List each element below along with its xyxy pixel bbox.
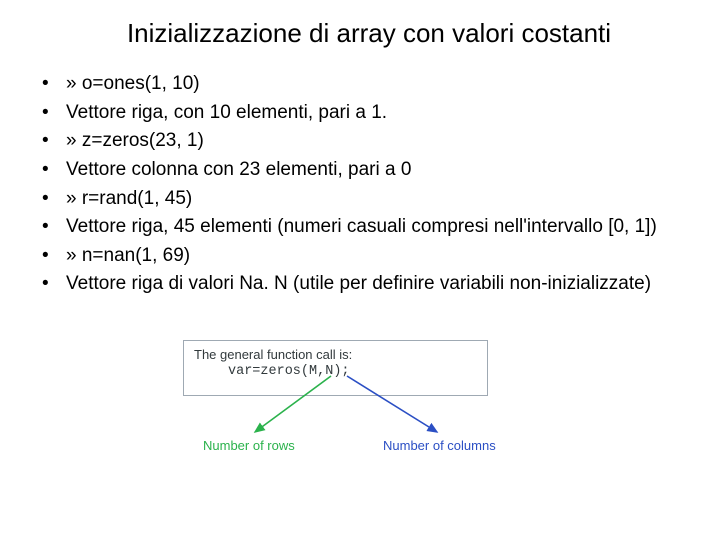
list-item: Vettore colonna con 23 elementi, pari a … <box>42 157 692 183</box>
label-cols: Number of columns <box>383 438 496 453</box>
list-item: Vettore riga di valori Na. N (utile per … <box>42 271 692 297</box>
list-item: Vettore riga, con 10 elementi, pari a 1. <box>42 100 692 126</box>
arrow-cols <box>347 376 437 432</box>
slide-title: Inizializzazione di array con valori cos… <box>46 18 692 49</box>
list-item: » o=ones(1, 10) <box>42 71 692 97</box>
function-call-diagram: The general function call is: var=zeros(… <box>183 340 543 490</box>
list-item: Vettore riga, 45 elementi (numeri casual… <box>42 214 692 240</box>
label-rows: Number of rows <box>203 438 295 453</box>
bullet-list: » o=ones(1, 10) Vettore riga, con 10 ele… <box>28 71 692 297</box>
list-item: » r=rand(1, 45) <box>42 186 692 212</box>
arrow-rows <box>255 376 331 432</box>
list-item: » n=nan(1, 69) <box>42 243 692 269</box>
diagram-arrows <box>183 340 543 490</box>
list-item: » z=zeros(23, 1) <box>42 128 692 154</box>
